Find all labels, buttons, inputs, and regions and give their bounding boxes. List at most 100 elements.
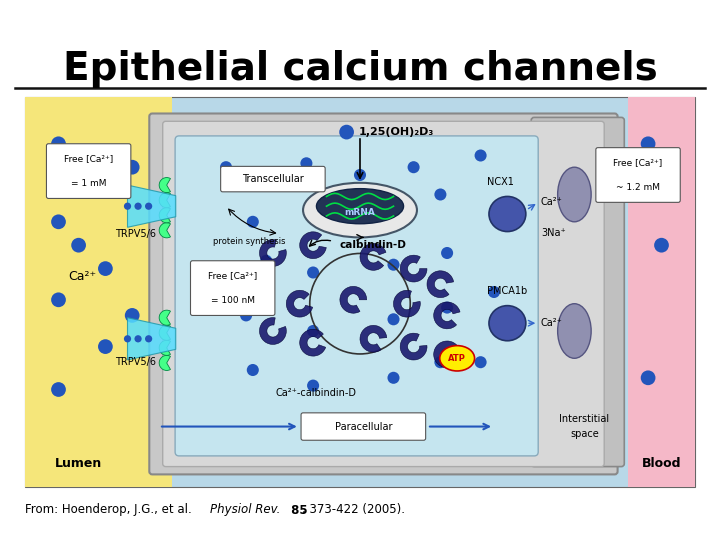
Circle shape — [125, 308, 140, 323]
Text: Ca²⁺: Ca²⁺ — [541, 318, 563, 328]
Circle shape — [260, 255, 272, 267]
Text: PMCA1b: PMCA1b — [487, 286, 528, 296]
Wedge shape — [300, 329, 325, 356]
Wedge shape — [427, 271, 454, 298]
Circle shape — [501, 216, 513, 228]
Text: Ca²⁺: Ca²⁺ — [68, 270, 96, 283]
FancyBboxPatch shape — [191, 261, 275, 315]
Circle shape — [307, 266, 319, 279]
Text: = 1 mM: = 1 mM — [71, 179, 107, 188]
Text: TRPV5/6: TRPV5/6 — [115, 357, 156, 367]
Text: Free [Ca²⁺]: Free [Ca²⁺] — [64, 154, 113, 163]
Circle shape — [125, 160, 140, 174]
Text: Free [Ca²⁺]: Free [Ca²⁺] — [613, 158, 662, 167]
Bar — [628, 97, 695, 487]
Circle shape — [307, 380, 319, 392]
Ellipse shape — [317, 188, 403, 224]
FancyBboxPatch shape — [596, 147, 680, 202]
Circle shape — [387, 208, 400, 220]
PathPatch shape — [127, 185, 176, 227]
Wedge shape — [159, 325, 171, 340]
Circle shape — [641, 137, 655, 151]
Circle shape — [220, 161, 232, 173]
Circle shape — [474, 356, 487, 368]
Circle shape — [474, 150, 487, 161]
Text: NCX1: NCX1 — [487, 177, 514, 187]
Circle shape — [300, 157, 312, 170]
Ellipse shape — [489, 197, 526, 232]
Wedge shape — [360, 244, 386, 271]
Ellipse shape — [558, 303, 591, 359]
Circle shape — [654, 238, 669, 253]
Wedge shape — [259, 318, 287, 345]
Circle shape — [247, 364, 258, 376]
Text: ATP: ATP — [449, 354, 466, 363]
Circle shape — [98, 183, 113, 198]
Circle shape — [124, 202, 131, 210]
Circle shape — [135, 202, 142, 210]
Text: From: Hoenderop, J.G., et al.: From: Hoenderop, J.G., et al. — [25, 503, 196, 516]
Text: Ca²⁺: Ca²⁺ — [541, 197, 563, 207]
Ellipse shape — [558, 167, 591, 222]
Circle shape — [307, 325, 319, 337]
Bar — [25, 97, 172, 487]
Circle shape — [145, 202, 152, 210]
Circle shape — [387, 372, 400, 384]
Circle shape — [71, 238, 86, 253]
Wedge shape — [159, 355, 171, 370]
Circle shape — [247, 216, 258, 228]
FancyBboxPatch shape — [301, 413, 426, 440]
Circle shape — [135, 335, 142, 342]
Wedge shape — [360, 326, 387, 352]
Text: protein synthesis: protein synthesis — [213, 237, 286, 246]
Text: ~ 1.2 mM: ~ 1.2 mM — [616, 183, 660, 192]
Circle shape — [124, 335, 131, 342]
Wedge shape — [287, 291, 312, 317]
Ellipse shape — [440, 346, 474, 371]
Text: space: space — [570, 429, 599, 440]
Text: Epithelial calcium channels: Epithelial calcium channels — [63, 50, 657, 88]
Ellipse shape — [489, 306, 526, 341]
Circle shape — [387, 259, 400, 271]
Wedge shape — [400, 255, 427, 282]
Wedge shape — [400, 333, 427, 360]
FancyBboxPatch shape — [47, 144, 131, 198]
Wedge shape — [159, 178, 171, 193]
Text: 3Na⁺: 3Na⁺ — [541, 228, 566, 239]
Text: Lumen: Lumen — [55, 457, 102, 470]
Text: , 373-422 (2005).: , 373-422 (2005). — [302, 503, 405, 516]
Circle shape — [641, 370, 655, 385]
Text: Blood: Blood — [642, 457, 681, 470]
Wedge shape — [340, 286, 366, 313]
Circle shape — [240, 309, 252, 321]
Circle shape — [441, 247, 453, 259]
Circle shape — [98, 339, 113, 354]
Wedge shape — [159, 223, 171, 238]
Text: Ca²⁺-calbindin-D: Ca²⁺-calbindin-D — [276, 388, 357, 399]
Circle shape — [387, 313, 400, 325]
Text: Interstitial: Interstitial — [559, 414, 610, 424]
Text: calbindin-D: calbindin-D — [340, 240, 407, 250]
Wedge shape — [259, 240, 287, 266]
Wedge shape — [433, 341, 459, 368]
Circle shape — [51, 214, 66, 229]
FancyBboxPatch shape — [220, 166, 325, 192]
FancyBboxPatch shape — [531, 117, 624, 467]
Circle shape — [441, 301, 453, 314]
Wedge shape — [159, 193, 171, 208]
Circle shape — [314, 200, 326, 212]
Text: Physiol Rev.: Physiol Rev. — [210, 503, 280, 516]
Text: Paracellular: Paracellular — [335, 422, 392, 431]
Circle shape — [488, 286, 500, 298]
Circle shape — [260, 177, 272, 189]
Circle shape — [408, 161, 420, 173]
FancyBboxPatch shape — [175, 136, 539, 456]
PathPatch shape — [127, 318, 176, 360]
Wedge shape — [433, 302, 460, 329]
Wedge shape — [159, 310, 171, 325]
Text: 1,25(OH)₂D₃: 1,25(OH)₂D₃ — [359, 127, 434, 137]
Wedge shape — [159, 208, 171, 223]
Text: = 100 nM: = 100 nM — [211, 296, 255, 305]
Circle shape — [354, 169, 366, 181]
Bar — [25, 97, 695, 487]
